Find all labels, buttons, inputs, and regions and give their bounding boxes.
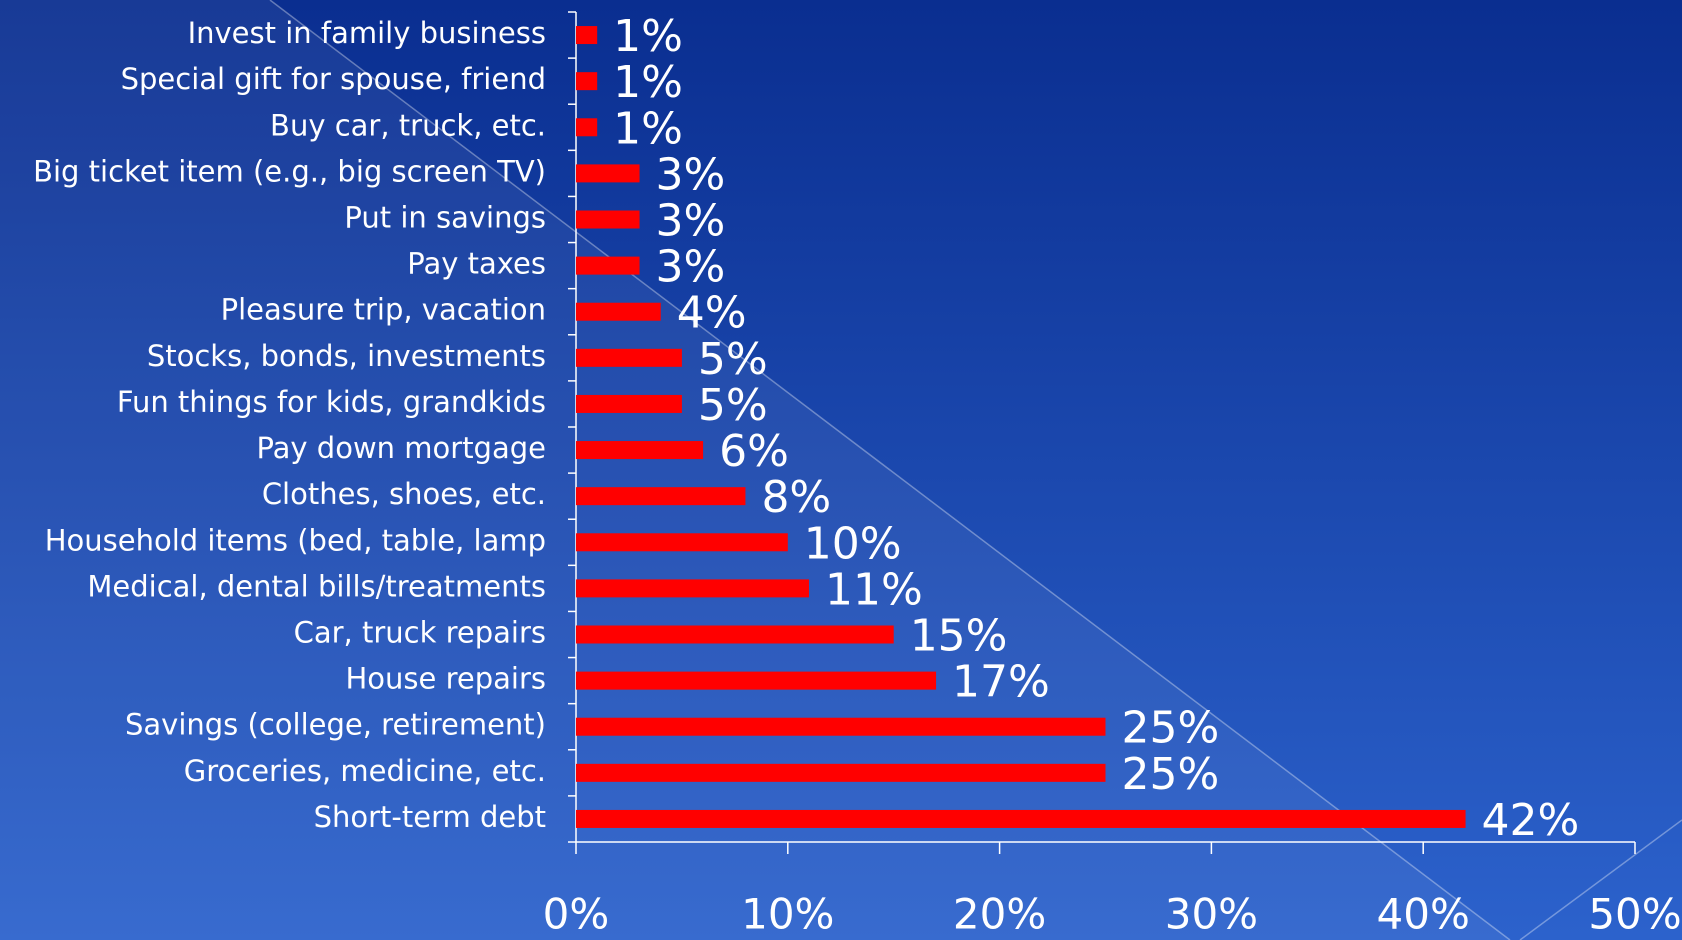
bar (576, 210, 640, 229)
bar (576, 302, 661, 321)
bar (576, 717, 1106, 736)
value-label: 10% (804, 518, 902, 569)
bar (576, 348, 682, 367)
bar (576, 441, 704, 460)
y-tick-label: Buy car, truck, etc. (270, 108, 546, 142)
y-tick-label: Big ticket item (e.g., big screen TV) (33, 154, 546, 188)
bar (576, 533, 788, 552)
bar (576, 164, 640, 183)
y-tick-label: Pay taxes (407, 247, 546, 281)
x-tick-label: 50% (1588, 890, 1681, 939)
background-diagonal (269, 0, 1511, 940)
bar (576, 625, 894, 644)
x-tick-label: 30% (1165, 890, 1258, 939)
value-label: 25% (1122, 703, 1220, 754)
bar (576, 26, 598, 45)
value-label: 8% (761, 472, 831, 523)
y-tick-label: Groceries, medicine, etc. (184, 754, 546, 788)
value-label: 5% (698, 334, 768, 385)
x-tick-label: 20% (953, 890, 1046, 939)
value-label: 15% (910, 611, 1008, 662)
y-tick-label: Household items (bed, table, lamp (45, 523, 546, 557)
background-shade (0, 0, 1510, 940)
value-label: 4% (677, 288, 747, 339)
value-label: 11% (825, 564, 923, 615)
value-label: 42% (1482, 795, 1580, 846)
y-tick-label: Short-term debt (314, 800, 546, 834)
bar (576, 763, 1106, 782)
bar (576, 809, 1466, 828)
y-tick-label: Stocks, bonds, investments (147, 339, 546, 373)
value-label: 5% (698, 380, 768, 431)
bar (576, 118, 598, 137)
value-label: 25% (1122, 749, 1220, 800)
y-tick-label: House repairs (346, 662, 547, 696)
bar (576, 72, 598, 91)
bar (576, 487, 746, 506)
y-tick-label: Pleasure trip, vacation (221, 293, 546, 327)
bar (576, 394, 682, 413)
y-tick-label: Fun things for kids, grandkids (117, 385, 546, 419)
x-tick-label: 40% (1377, 890, 1470, 939)
bar (576, 256, 640, 275)
y-tick-label: Special gift for spouse, friend (121, 62, 546, 96)
y-tick-label: Invest in family business (188, 16, 546, 50)
x-tick-label: 0% (543, 890, 610, 939)
y-tick-label: Medical, dental bills/treatments (87, 569, 546, 603)
value-label: 1% (613, 11, 683, 62)
y-tick-label: Car, truck repairs (294, 616, 546, 650)
value-label: 17% (952, 657, 1050, 708)
value-label: 6% (719, 426, 789, 477)
bar (576, 671, 937, 690)
y-tick-label: Clothes, shoes, etc. (262, 477, 546, 511)
bar (576, 579, 809, 598)
x-tick-label: 10% (741, 890, 834, 939)
value-label: 1% (613, 103, 683, 154)
value-label: 3% (656, 242, 726, 293)
value-label: 3% (656, 196, 726, 247)
value-label: 1% (613, 57, 683, 108)
y-tick-label: Savings (college, retirement) (125, 708, 546, 742)
y-tick-label: Pay down mortgage (256, 431, 546, 465)
value-label: 3% (656, 149, 726, 200)
y-tick-label: Put in savings (344, 201, 546, 235)
background-diagonal (1519, 819, 1682, 940)
